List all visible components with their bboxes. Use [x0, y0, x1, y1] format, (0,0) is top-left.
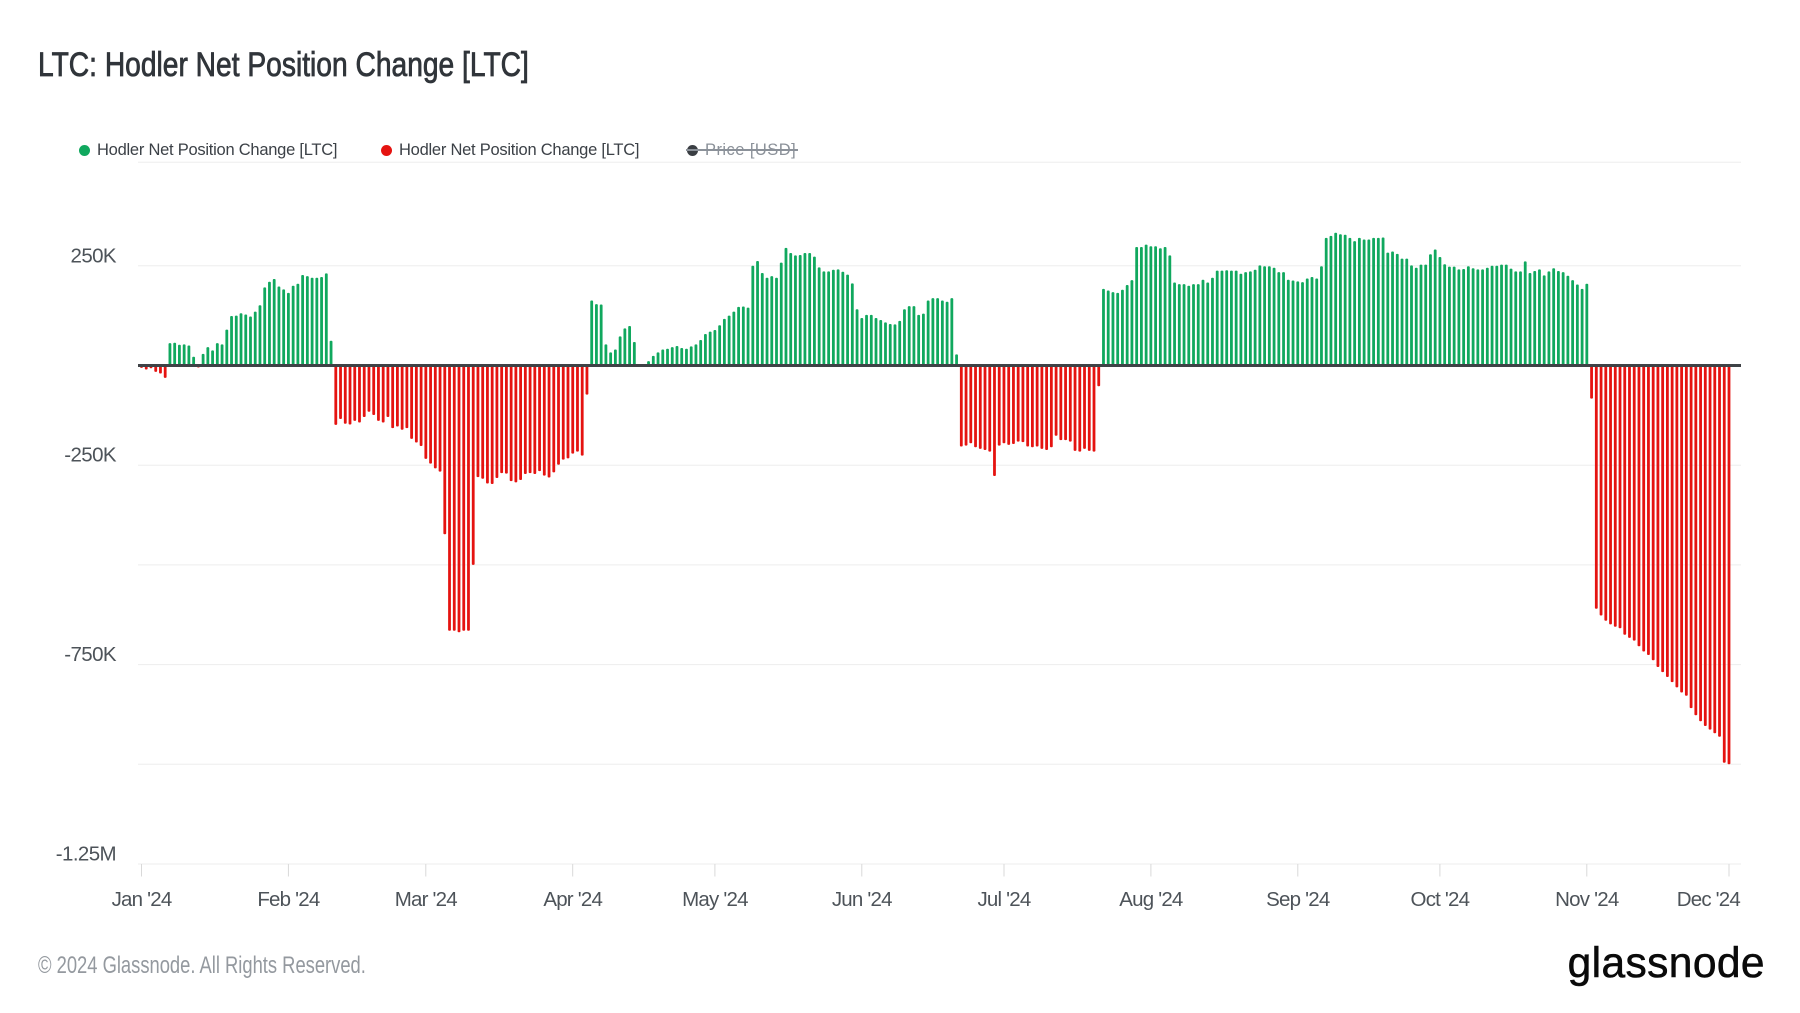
svg-text:May '24: May '24 [682, 888, 748, 911]
svg-text:Jun '24: Jun '24 [832, 888, 892, 911]
svg-text:250K: 250K [71, 244, 117, 267]
svg-text:-1.25M: -1.25M [56, 843, 116, 866]
svg-text:Oct '24: Oct '24 [1411, 888, 1470, 911]
svg-text:Mar '24: Mar '24 [395, 888, 458, 911]
svg-text:Apr '24: Apr '24 [543, 888, 602, 911]
svg-text:Feb '24: Feb '24 [257, 888, 320, 911]
svg-text:-250K: -250K [64, 444, 117, 467]
svg-text:Aug '24: Aug '24 [1119, 888, 1183, 911]
svg-text:Dec '24: Dec '24 [1677, 888, 1741, 911]
svg-text:Sep '24: Sep '24 [1266, 888, 1330, 911]
svg-text:Nov '24: Nov '24 [1555, 888, 1619, 911]
svg-text:Jul '24: Jul '24 [977, 888, 1030, 911]
svg-text:-750K: -750K [64, 643, 117, 666]
svg-text:Jan '24: Jan '24 [112, 888, 172, 911]
